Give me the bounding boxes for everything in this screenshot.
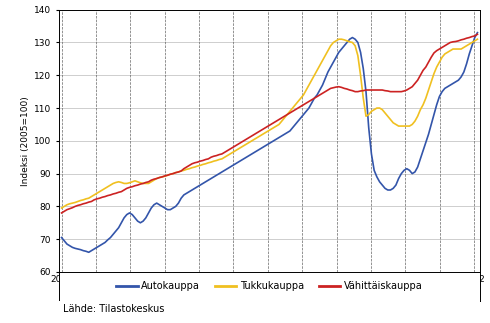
Tukkukauppa bbox=[474, 37, 480, 41]
Tukkukauppa bbox=[205, 161, 211, 165]
Line: Autokauppa: Autokauppa bbox=[62, 33, 477, 252]
Vähittäiskauppa bbox=[415, 78, 420, 82]
Vähittäiskauppa bbox=[368, 88, 374, 92]
Autokauppa bbox=[208, 177, 214, 181]
Line: Vähittäiskauppa: Vähittäiskauppa bbox=[62, 34, 477, 213]
Legend: Autokauppa, Tukkukauppa, Vähittäiskauppa: Autokauppa, Tukkukauppa, Vähittäiskauppa bbox=[113, 278, 426, 294]
Autokauppa bbox=[205, 178, 211, 182]
Vähittäiskauppa bbox=[398, 90, 404, 94]
Autokauppa bbox=[371, 168, 377, 172]
Autokauppa bbox=[417, 157, 423, 161]
Tukkukauppa bbox=[336, 37, 342, 41]
Vähittäiskauppa bbox=[203, 158, 209, 162]
Tukkukauppa bbox=[59, 206, 65, 210]
Text: Lähde: Tilastokeskus: Lähde: Tilastokeskus bbox=[63, 304, 164, 314]
Vähittäiskauppa bbox=[322, 90, 328, 94]
Tukkukauppa bbox=[417, 108, 423, 112]
Autokauppa bbox=[401, 168, 407, 172]
Tukkukauppa bbox=[401, 124, 407, 128]
Autokauppa bbox=[59, 235, 65, 239]
Vähittäiskauppa bbox=[59, 211, 65, 215]
Tukkukauppa bbox=[371, 108, 377, 112]
Tukkukauppa bbox=[322, 54, 328, 57]
Line: Tukkukauppa: Tukkukauppa bbox=[62, 39, 477, 208]
Y-axis label: Indeksi (2005=100): Indeksi (2005=100) bbox=[21, 96, 30, 186]
Autokauppa bbox=[474, 31, 480, 35]
Vähittäiskauppa bbox=[205, 157, 211, 161]
Autokauppa bbox=[86, 250, 92, 254]
Autokauppa bbox=[325, 70, 331, 74]
Tukkukauppa bbox=[203, 162, 209, 166]
Vähittäiskauppa bbox=[474, 32, 480, 36]
